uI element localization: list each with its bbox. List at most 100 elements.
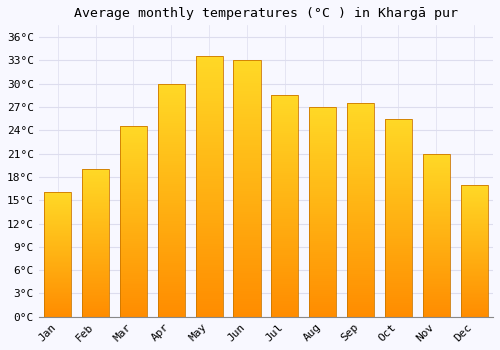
Bar — [271, 301, 298, 303]
Bar — [347, 253, 374, 255]
Bar — [44, 201, 72, 202]
Bar — [120, 130, 147, 132]
Bar — [385, 251, 412, 253]
Bar — [385, 200, 412, 202]
Bar — [422, 176, 450, 178]
Bar — [196, 194, 223, 197]
Bar — [422, 188, 450, 189]
Bar — [422, 191, 450, 193]
Bar — [460, 194, 488, 195]
Bar — [460, 310, 488, 312]
Bar — [422, 299, 450, 301]
Bar — [422, 167, 450, 168]
Bar — [309, 155, 336, 157]
Bar — [44, 263, 72, 265]
Bar — [196, 88, 223, 90]
Bar — [44, 227, 72, 229]
Bar — [120, 172, 147, 174]
Bar — [234, 119, 260, 122]
Bar — [158, 149, 185, 151]
Bar — [385, 303, 412, 305]
Bar — [347, 280, 374, 282]
Bar — [82, 219, 109, 221]
Bar — [196, 254, 223, 257]
Bar — [271, 281, 298, 284]
Bar — [120, 166, 147, 168]
Bar — [271, 160, 298, 162]
Bar — [44, 270, 72, 271]
Bar — [460, 185, 488, 317]
Bar — [460, 296, 488, 297]
Bar — [460, 201, 488, 202]
Bar — [196, 296, 223, 299]
Bar — [44, 251, 72, 252]
Bar — [44, 282, 72, 283]
Bar — [120, 256, 147, 258]
Bar — [422, 301, 450, 302]
Bar — [120, 134, 147, 136]
Bar — [422, 214, 450, 216]
Bar — [347, 231, 374, 233]
Bar — [422, 247, 450, 248]
Bar — [44, 304, 72, 306]
Bar — [196, 59, 223, 62]
Bar — [82, 298, 109, 299]
Bar — [309, 126, 336, 128]
Bar — [347, 197, 374, 199]
Bar — [460, 185, 488, 186]
Bar — [44, 221, 72, 222]
Bar — [196, 184, 223, 187]
Bar — [271, 199, 298, 202]
Bar — [44, 222, 72, 224]
Bar — [309, 203, 336, 205]
Bar — [460, 247, 488, 248]
Bar — [422, 232, 450, 233]
Bar — [120, 264, 147, 265]
Bar — [158, 144, 185, 147]
Bar — [271, 293, 298, 295]
Bar — [120, 277, 147, 279]
Bar — [82, 174, 109, 175]
Bar — [120, 140, 147, 142]
Bar — [460, 216, 488, 218]
Bar — [271, 170, 298, 173]
Bar — [347, 139, 374, 141]
Bar — [309, 262, 336, 264]
Bar — [158, 93, 185, 95]
Bar — [422, 291, 450, 292]
Bar — [196, 306, 223, 309]
Bar — [271, 100, 298, 102]
Bar — [309, 205, 336, 208]
Bar — [422, 194, 450, 196]
Bar — [82, 299, 109, 301]
Bar — [158, 177, 185, 179]
Bar — [460, 212, 488, 214]
Bar — [234, 70, 260, 73]
Bar — [158, 186, 185, 189]
Bar — [196, 96, 223, 98]
Bar — [460, 256, 488, 257]
Bar — [196, 67, 223, 69]
Bar — [120, 267, 147, 269]
Bar — [234, 186, 260, 189]
Bar — [234, 86, 260, 89]
Bar — [460, 276, 488, 277]
Bar — [82, 311, 109, 312]
Bar — [158, 314, 185, 317]
Bar — [271, 255, 298, 257]
Bar — [82, 255, 109, 256]
Bar — [309, 260, 336, 262]
Bar — [120, 296, 147, 298]
Bar — [422, 183, 450, 184]
Bar — [82, 182, 109, 184]
Bar — [44, 252, 72, 253]
Bar — [120, 210, 147, 212]
Bar — [422, 170, 450, 172]
Bar — [196, 166, 223, 168]
Bar — [120, 138, 147, 140]
Bar — [158, 86, 185, 88]
Bar — [422, 237, 450, 238]
Bar — [309, 296, 336, 298]
Bar — [347, 110, 374, 112]
Bar — [271, 295, 298, 297]
